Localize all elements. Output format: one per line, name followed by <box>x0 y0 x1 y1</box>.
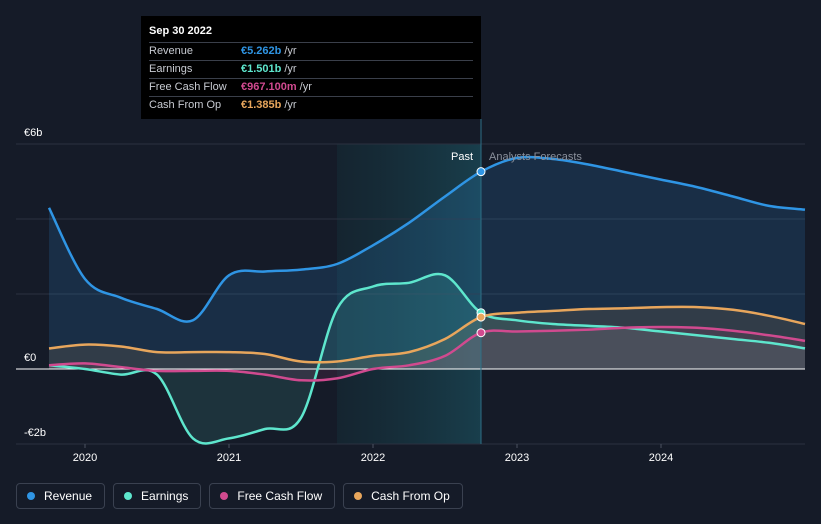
tooltip-value: €1.501b <box>241 63 282 75</box>
tooltip-row-earnings: Earnings €1.501b /yr <box>149 60 473 78</box>
y-tick-label: €0 <box>24 352 36 364</box>
tooltip-label: Free Cash Flow <box>149 81 227 93</box>
free-cash-flow-line <box>48 325 806 382</box>
x-tick-label: 2020 <box>73 452 97 464</box>
tooltip-row-revenue: Revenue €5.262b /yr <box>149 42 473 60</box>
analysts-forecasts-label: Analysts Forecasts <box>489 151 582 163</box>
tooltip-label: Earnings <box>149 63 193 75</box>
tooltip-value: €967.100m <box>241 81 297 93</box>
divider-markers <box>476 167 486 338</box>
gridlines <box>16 143 805 445</box>
tooltip: Sep 30 2022 Revenue €5.262b /yr Earnings… <box>141 16 481 119</box>
revenue-area <box>49 157 805 369</box>
y-tick-label: €6b <box>24 127 42 139</box>
tooltip-label: Cash From Op <box>149 99 222 111</box>
free-cash-flow-dot-icon <box>220 492 229 500</box>
tooltip-unit: /yr <box>284 63 297 75</box>
series-lines <box>47 155 806 445</box>
revenue-marker <box>476 167 486 177</box>
free-cash-flow-area <box>49 327 805 381</box>
earnings-dot-icon <box>124 492 133 500</box>
tooltip-date: Sep 30 2022 <box>149 25 212 37</box>
x-axis-ticks: 2020 2021 2022 2023 2024 <box>73 444 673 464</box>
legend-label: Cash From Op <box>371 489 450 503</box>
tooltip-row-free-cash-flow: Free Cash Flow €967.100m /yr <box>149 78 473 96</box>
legend-item-free-cash-flow[interactable]: Free Cash Flow <box>209 483 336 509</box>
free-cash-flow-marker <box>476 328 486 338</box>
y-axis-ticks: €6b €0 -€2b <box>24 127 46 439</box>
legend-label: Revenue <box>44 489 93 503</box>
tooltip-label: Revenue <box>149 45 194 57</box>
legend-label: Earnings <box>141 489 189 503</box>
x-tick-label: 2023 <box>505 452 529 464</box>
tooltip-row-cash-from-op: Cash From Op €1.385b /yr <box>149 96 473 114</box>
legend-label: Free Cash Flow <box>237 489 323 503</box>
earnings-area <box>49 273 805 444</box>
x-tick-label: 2024 <box>649 452 673 464</box>
revenue-dot-icon <box>27 492 35 500</box>
x-tick-label: 2021 <box>217 452 241 464</box>
legend-item-cash-from-op[interactable]: Cash From Op <box>343 483 463 509</box>
cash-from-op-marker <box>476 312 486 322</box>
earnings-line <box>48 272 806 445</box>
tooltip-unit: /yr <box>284 99 297 111</box>
cash-from-op-dot-icon <box>354 492 363 500</box>
legend-item-earnings[interactable]: Earnings <box>113 483 202 509</box>
y-tick-label: -€2b <box>24 427 46 439</box>
tooltip-value: €5.262b <box>241 45 282 57</box>
revenue-line <box>47 155 806 323</box>
past-label: Past <box>451 151 473 163</box>
cash-from-op-line <box>48 305 806 364</box>
legend: Revenue Earnings Free Cash Flow Cash Fro… <box>16 483 463 509</box>
tooltip-value: €1.385b <box>241 99 282 111</box>
tooltip-unit: /yr <box>299 81 312 93</box>
tooltip-unit: /yr <box>284 45 297 57</box>
x-tick-label: 2022 <box>361 452 385 464</box>
legend-item-revenue[interactable]: Revenue <box>16 483 106 509</box>
